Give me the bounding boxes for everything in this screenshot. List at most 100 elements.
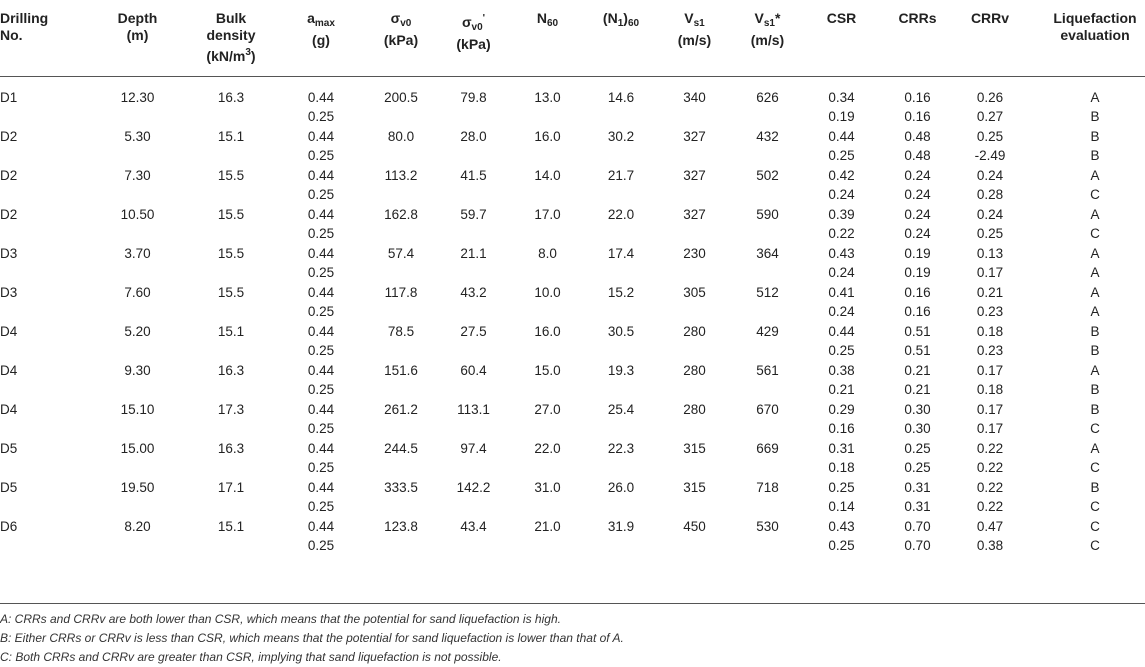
cell-csr: 0.22	[828, 226, 855, 241]
cell-n60	[510, 380, 585, 400]
spacer-cell	[277, 76, 365, 88]
cell-sv0p	[437, 302, 510, 322]
cell-vs1s	[732, 536, 803, 556]
cell-sv0: 78.5	[387, 323, 415, 339]
cell-sv0	[365, 536, 437, 556]
table-row: 0.25 0.19 0.16 0.27 B	[0, 107, 1145, 127]
cell-crrs: 0.24	[904, 187, 931, 202]
cell-csr: 0.43	[828, 245, 855, 261]
cell-crrv: 0.21	[976, 284, 1004, 300]
cell-depth	[90, 107, 185, 127]
cell-vs1	[657, 497, 732, 517]
cell-sv0: 113.2	[384, 167, 418, 183]
cell-crrs: 0.48	[904, 128, 931, 144]
cell-vs1s: 561	[756, 362, 779, 378]
cell-amax: 0.25	[307, 265, 335, 280]
cell-n60	[510, 536, 585, 556]
cell-density: 15.5	[217, 245, 245, 261]
header-row: Drilling No. Depth (m) Bulk density (kN/m3) …	[0, 0, 1145, 76]
cell-amax: 0.25	[307, 460, 335, 475]
cell-amax: 0.25	[307, 148, 335, 163]
cell-eval: A	[1090, 245, 1100, 261]
spacer-cell	[803, 76, 880, 88]
table-row: 0.25 0.24 0.16 0.23 A	[0, 302, 1145, 322]
cell-crrs: 0.48	[904, 148, 931, 163]
cell-vs1: 340	[683, 89, 706, 105]
cell-sv0	[365, 380, 437, 400]
cell-density	[185, 302, 277, 322]
cell-n60: 22.0	[534, 440, 561, 456]
cell-n160: 19.3	[607, 362, 635, 378]
cell-depth	[90, 263, 185, 283]
spacer-cell	[657, 76, 732, 88]
cell-id	[0, 224, 90, 244]
cell-density: 16.3	[217, 440, 245, 456]
table-bottom-rule	[0, 603, 1145, 604]
cell-crrv: 0.25	[976, 128, 1004, 144]
cell-n160: 21.7	[607, 167, 635, 183]
cell-n160: 17.4	[607, 245, 635, 261]
cell-csr: 0.24	[828, 265, 855, 280]
cell-n60	[510, 302, 585, 322]
cell-crrs: 0.24	[904, 167, 931, 183]
cell-density	[185, 107, 277, 127]
table-row: D4 9.30 16.3 0.44 151.6 60.4 15.0 19.3 280 561 0.3…	[0, 361, 1145, 381]
cell-id	[0, 458, 90, 478]
cell-crrv: 0.18	[976, 323, 1004, 339]
cell-vs1s: 530	[756, 518, 779, 534]
cell-eval: B	[1090, 401, 1100, 417]
header-sigma-v0-effective: σv0' (kPa)	[456, 13, 491, 52]
cell-csr: 0.25	[828, 343, 855, 358]
table-row: 0.25 0.18 0.25 0.22 C	[0, 458, 1145, 478]
cell-eval: B	[1090, 109, 1100, 124]
cell-csr: 0.44	[828, 128, 855, 144]
cell-vs1	[657, 107, 732, 127]
table-row: D2 10.50 15.5 0.44 162.8 59.7 17.0 22.0 327 590 0.…	[0, 205, 1145, 225]
cell-n160	[585, 263, 657, 283]
cell-n160: 30.5	[607, 323, 635, 339]
cell-eval: B	[1090, 343, 1100, 358]
cell-crrs: 0.30	[904, 401, 931, 417]
cell-depth: 3.70	[124, 245, 151, 261]
cell-eval: B	[1090, 128, 1100, 144]
cell-eval: C	[1090, 518, 1100, 534]
cell-vs1s: 512	[756, 284, 779, 300]
cell-crrs: 0.25	[904, 440, 931, 456]
cell-n160: 15.2	[607, 284, 635, 300]
cell-density	[185, 419, 277, 439]
cell-csr: 0.16	[828, 421, 855, 436]
cell-density	[185, 185, 277, 205]
cell-csr: 0.25	[828, 479, 855, 495]
cell-id	[0, 107, 90, 127]
cell-depth	[90, 497, 185, 517]
cell-vs1s	[732, 497, 803, 517]
cell-crrv: 0.17	[976, 421, 1004, 436]
cell-eval: A	[1090, 89, 1100, 105]
cell-vs1s	[732, 419, 803, 439]
cell-vs1: 280	[683, 401, 706, 417]
cell-amax: 0.44	[307, 206, 335, 222]
cell-id	[0, 419, 90, 439]
cell-id	[0, 497, 90, 517]
cell-csr: 0.44	[828, 323, 855, 339]
cell-amax: 0.25	[307, 343, 335, 358]
cell-vs1	[657, 185, 732, 205]
cell-crrv: 0.18	[976, 382, 1004, 397]
cell-crrs: 0.51	[904, 343, 931, 358]
cell-sv0p: 21.1	[460, 245, 487, 261]
cell-id: D6	[0, 518, 18, 534]
table-row: 0.25 0.14 0.31 0.22 C	[0, 497, 1145, 517]
cell-crrv: 0.47	[976, 518, 1004, 534]
cell-vs1s	[732, 263, 803, 283]
cell-crrs: 0.25	[904, 460, 931, 475]
table-row: 0.25 0.25 0.48 -2.49 B	[0, 146, 1145, 166]
cell-eval: C	[1090, 499, 1100, 514]
cell-depth	[90, 536, 185, 556]
cell-id: D1	[0, 89, 18, 105]
cell-id: D4	[0, 323, 18, 339]
cell-sv0p	[437, 224, 510, 244]
cell-sv0p	[437, 380, 510, 400]
header-vs1: Vs1 (m/s)	[677, 10, 712, 48]
header-depth: Depth (m)	[117, 10, 158, 43]
cell-eval: B	[1090, 382, 1100, 397]
